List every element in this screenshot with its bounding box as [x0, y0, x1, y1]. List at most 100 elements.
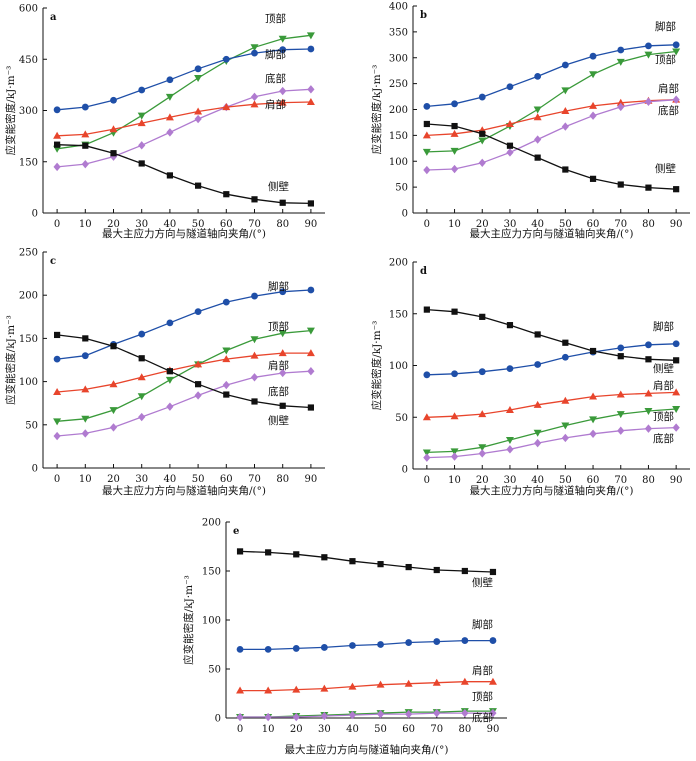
data-point — [292, 645, 300, 652]
data-point — [644, 389, 653, 397]
x-tick-label: 80 — [642, 219, 655, 230]
y-axis-label: 应变能密度/kJ·m⁻³ — [4, 66, 17, 156]
data-point — [53, 162, 61, 172]
x-tick-label: 70 — [248, 474, 261, 485]
data-point — [450, 164, 459, 174]
chart-panel-a: 0 10 20 30 40 50 60 70 80 90 0 150 300 450 600 a 最大主应力方向… — [4, 4, 325, 240]
data-point — [222, 355, 231, 363]
series-label: 底部 — [653, 432, 674, 445]
series-label: 肩部 — [268, 359, 289, 372]
data-point — [423, 453, 431, 462]
y-tick-label: 150 — [389, 131, 408, 142]
y-tick-label: 150 — [389, 309, 408, 320]
data-point — [137, 112, 146, 120]
data-point — [138, 86, 146, 94]
series-侧壁 — [423, 306, 680, 364]
x-tick-label: 90 — [305, 474, 318, 485]
series-底部 — [53, 85, 315, 172]
data-point — [109, 152, 118, 161]
data-point — [423, 371, 431, 379]
series-顶部 — [53, 327, 315, 426]
data-point — [616, 390, 625, 398]
y-tick-label: 400 — [389, 2, 408, 13]
data-point — [264, 646, 272, 653]
data-point — [110, 96, 117, 104]
data-point — [222, 103, 231, 111]
series-line — [426, 123, 677, 190]
data-point — [377, 641, 384, 648]
data-point — [478, 410, 487, 418]
data-point — [279, 402, 286, 409]
data-point — [533, 106, 542, 114]
data-point — [165, 113, 174, 121]
x-tick-label: 20 — [107, 474, 120, 485]
data-point — [450, 412, 459, 420]
series-脚部 — [53, 286, 315, 363]
data-point — [223, 191, 230, 198]
data-point — [589, 429, 597, 439]
series-label: 侧壁 — [472, 576, 493, 589]
data-point — [561, 422, 570, 430]
data-point — [644, 408, 653, 416]
data-point — [53, 431, 61, 441]
y-tick-label: 50 — [25, 420, 38, 431]
series-label: 顶部 — [472, 690, 493, 703]
x-tick-label: 90 — [670, 475, 683, 486]
data-point — [562, 166, 569, 173]
data-point — [307, 200, 314, 207]
data-point — [451, 122, 458, 130]
data-point — [478, 93, 486, 101]
series-line — [426, 99, 677, 171]
data-point — [450, 129, 459, 137]
data-point — [81, 352, 89, 360]
data-point — [422, 413, 431, 421]
data-point — [223, 391, 230, 398]
y-axis-label: 应变能密度/kJ·m⁻³ — [4, 315, 17, 405]
x-tick-label: 20 — [476, 475, 489, 486]
data-point — [53, 131, 62, 139]
x-tick-label: 40 — [164, 219, 177, 230]
series-line — [57, 329, 311, 422]
series-line — [426, 308, 677, 361]
series-label: 脚部 — [472, 618, 493, 631]
data-point — [307, 286, 315, 294]
data-point — [279, 86, 287, 96]
y-axis-label: 应变能密度/kJ·m⁻³ — [370, 321, 383, 411]
series-label: 顶部 — [265, 12, 286, 25]
series-底部 — [236, 708, 497, 722]
x-tick-label: 10 — [79, 219, 92, 230]
data-point — [53, 106, 61, 114]
y-tick-label: 200 — [389, 258, 408, 269]
data-point — [81, 159, 89, 169]
x-axis-label: 最大主应力方向与隧道轴向夹角/(°) — [285, 743, 449, 756]
series-line — [426, 391, 677, 418]
x-tick-label: 40 — [531, 475, 544, 486]
x-tick-label: 20 — [290, 724, 303, 735]
x-tick-label: 0 — [424, 219, 430, 230]
data-point — [81, 429, 89, 438]
data-point — [236, 646, 244, 653]
chart-panel-b: 0 10 20 30 40 50 60 70 80 90 0 50 100 150 200 250 300 350… — [370, 2, 690, 240]
data-point — [433, 638, 441, 645]
x-tick-label: 30 — [504, 219, 517, 230]
data-point — [278, 98, 287, 106]
x-tick-label: 80 — [458, 724, 471, 735]
series-label: 顶部 — [653, 410, 674, 423]
data-point — [194, 360, 203, 368]
x-tick-label: 30 — [135, 219, 148, 230]
data-point — [478, 368, 486, 376]
y-tick-label: 50 — [395, 413, 408, 424]
y-tick-label: 100 — [19, 377, 38, 388]
data-point — [479, 313, 486, 320]
data-point — [489, 568, 497, 576]
x-tick-label: 80 — [276, 474, 289, 485]
data-point — [306, 327, 315, 335]
data-point — [404, 679, 413, 687]
data-point — [617, 344, 625, 352]
x-tick-label: 90 — [487, 724, 500, 735]
data-point — [166, 172, 173, 179]
x-tick-label: 0 — [54, 474, 60, 485]
x-tick-label: 30 — [135, 474, 148, 485]
y-tick-label: 0 — [32, 464, 38, 475]
y-axis-label: 应变能密度/kJ·m⁻³ — [370, 65, 383, 155]
